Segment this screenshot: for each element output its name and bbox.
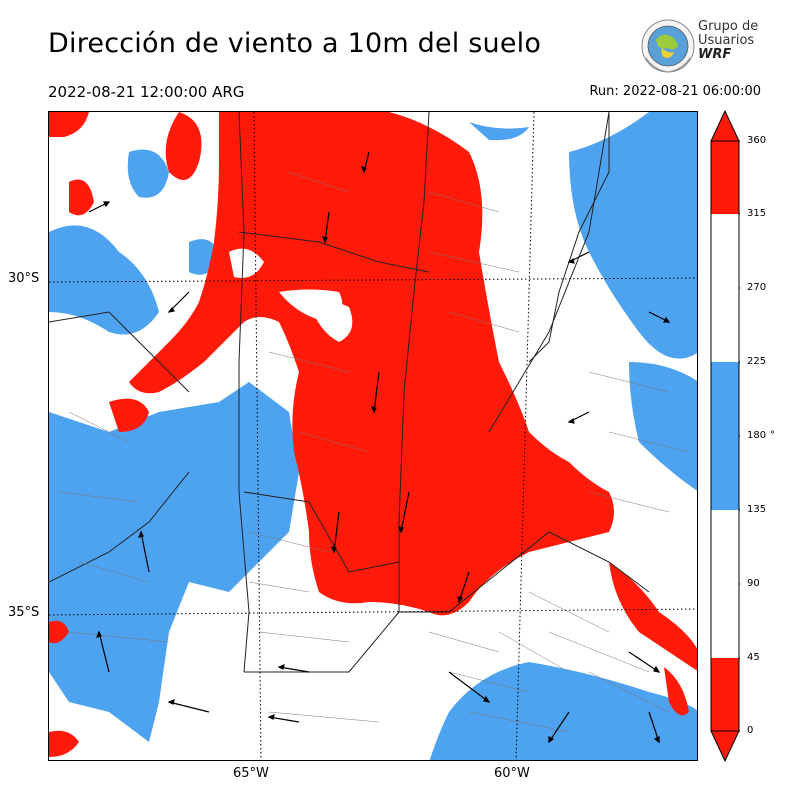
wind-arrow — [448, 671, 491, 703]
lon-label-65w: 65°W — [233, 766, 269, 781]
wind-arrow — [567, 411, 590, 424]
colorbar-band-45-135 — [711, 510, 739, 658]
logo-line2: Usuarios — [698, 33, 755, 48]
page-title: Dirección de viento a 10m del suelo — [48, 28, 542, 59]
colorbar-tick-label: 45 — [747, 652, 760, 663]
province-boundaries — [49, 112, 650, 673]
lon-label-60w: 60°W — [494, 766, 530, 781]
wind-arrow — [548, 711, 570, 744]
wind-arrow — [457, 571, 470, 604]
colorbar-tick-label: 360 — [747, 135, 767, 146]
run-time: Run: 2022-08-21 06:00:00 — [589, 84, 761, 99]
logo-text: Grupo de Usuarios WRF — [698, 20, 758, 62]
graticule — [49, 112, 697, 760]
wind-direction-map — [48, 111, 698, 761]
colorbar-band-315-360 — [711, 141, 739, 214]
colorbar-bottom-extend — [710, 730, 740, 763]
map-canvas — [49, 112, 697, 760]
wind-arrow — [167, 699, 210, 713]
wind-arrow — [361, 151, 370, 174]
wind-arrow — [277, 664, 310, 673]
wind-arrow — [648, 711, 660, 744]
wind-arrow — [96, 630, 110, 673]
colorbar-svg — [710, 109, 743, 763]
colorbar-band-0-45 — [711, 658, 739, 731]
wind-arrow — [138, 530, 150, 573]
colorbar-tick-label: 135 — [747, 504, 767, 515]
colorbar-tick-label: 270 — [747, 282, 767, 293]
wind-arrow — [331, 511, 340, 554]
colorbar-tick-label: 225 — [747, 356, 767, 367]
lat-label-35s: 35°S — [8, 605, 40, 620]
colorbar-band-135-225 — [711, 362, 739, 510]
valid-time: 2022-08-21 12:00:00 ARG — [48, 83, 245, 101]
globe-logo-icon — [641, 19, 695, 73]
colorbar-tick-label: 315 — [747, 208, 767, 219]
wind-arrow — [648, 311, 671, 323]
logo-line1: Grupo de — [698, 19, 759, 34]
blue-regions — [49, 112, 697, 760]
colorbar-tick-label: 180 — [747, 430, 767, 441]
wind-arrow — [167, 291, 190, 313]
wind-arrow — [88, 201, 111, 213]
wind-arrow — [628, 651, 661, 673]
wind-arrow — [398, 491, 410, 534]
colorbar-tick-label: 0 — [747, 725, 754, 736]
wind-arrows — [88, 151, 671, 744]
colorbar-band-225-315 — [711, 214, 739, 362]
colorbar-tick-label: 90 — [747, 578, 760, 589]
wrf-logo: Grupo de Usuarios WRF — [640, 18, 760, 74]
colorbar-unit: ° — [770, 430, 775, 441]
lat-label-30s: 30°S — [8, 271, 40, 286]
colorbar — [710, 109, 743, 763]
wind-arrow — [371, 371, 380, 414]
red-regions — [49, 112, 697, 757]
wind-arrow — [567, 251, 590, 264]
colorbar-top-extend — [710, 109, 740, 142]
wind-arrow — [267, 714, 300, 723]
wind-arrow — [322, 211, 330, 244]
department-lines — [58, 171, 690, 733]
logo-line3: WRF — [698, 47, 732, 62]
